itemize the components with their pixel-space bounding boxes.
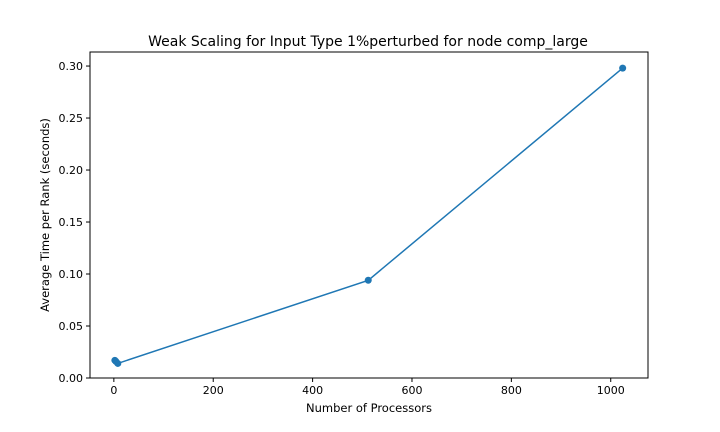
series-line bbox=[114, 67, 624, 365]
x-tick-label: 400 bbox=[302, 384, 323, 397]
data-point bbox=[364, 276, 372, 284]
y-axis-ticks: 0.00 0.05 0.10 0.15 0.20 0.25 0.30 bbox=[59, 60, 90, 385]
x-tick-label: 0 bbox=[110, 384, 117, 397]
y-tick-label: 0.10 bbox=[59, 268, 84, 281]
x-tick-label: 1000 bbox=[597, 384, 625, 397]
y-tick-label: 0.15 bbox=[59, 216, 84, 229]
y-tick-label: 0.00 bbox=[59, 372, 84, 385]
x-tick-label: 200 bbox=[203, 384, 224, 397]
y-tick-label: 0.25 bbox=[59, 112, 84, 125]
y-tick-label: 0.05 bbox=[59, 320, 84, 333]
x-tick-label: 600 bbox=[401, 384, 422, 397]
y-tick-label: 0.30 bbox=[59, 60, 84, 73]
series-layer bbox=[111, 64, 627, 367]
data-point bbox=[619, 64, 627, 72]
x-axis-ticks: 0 200 400 600 800 1000 bbox=[110, 378, 625, 397]
y-axis-label: Average Time per Rank (seconds) bbox=[38, 118, 52, 312]
chart-title: Weak Scaling for Input Type 1%perturbed … bbox=[148, 34, 588, 50]
x-tick-label: 800 bbox=[501, 384, 522, 397]
data-point bbox=[114, 359, 122, 367]
y-tick-label: 0.20 bbox=[59, 164, 84, 177]
x-axis-label: Number of Processors bbox=[306, 401, 432, 415]
plot-frame bbox=[89, 51, 649, 379]
